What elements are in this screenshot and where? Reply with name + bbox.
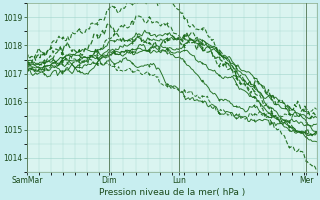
- X-axis label: Pression niveau de la mer( hPa ): Pression niveau de la mer( hPa ): [99, 188, 245, 197]
